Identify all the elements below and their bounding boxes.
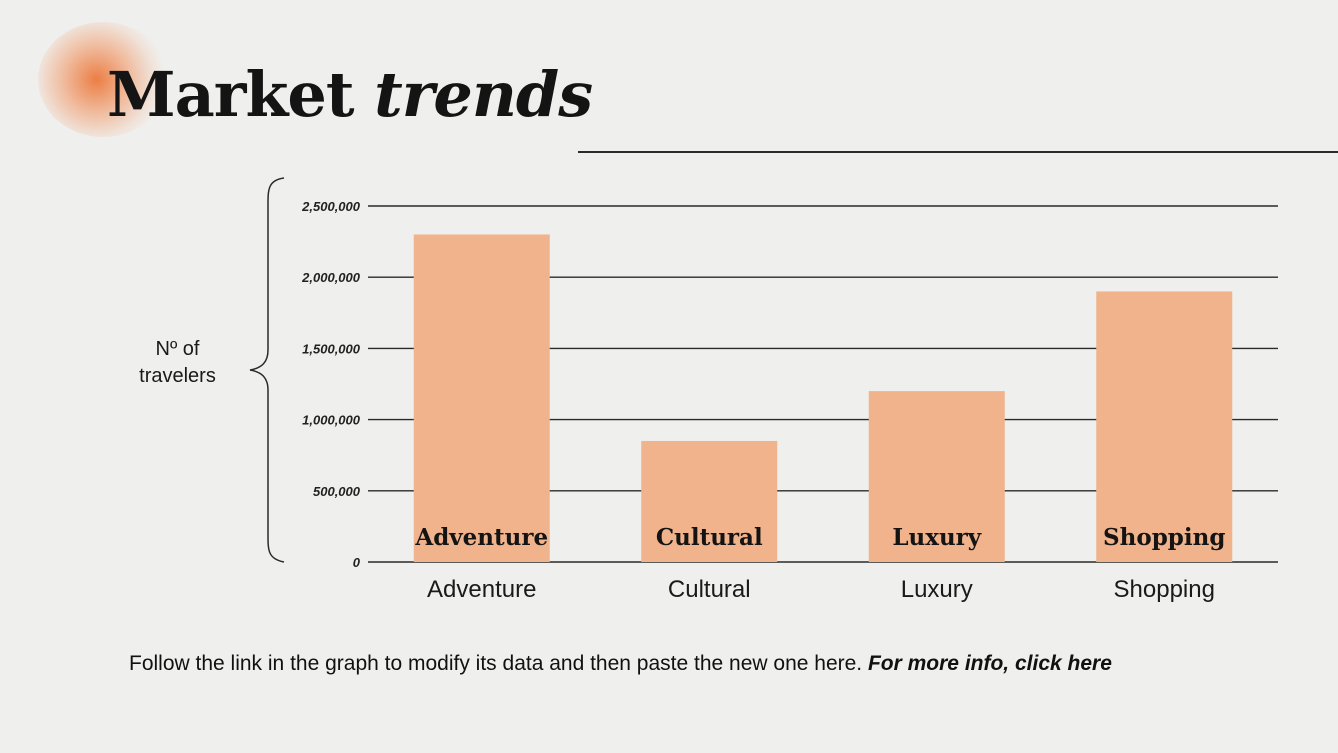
footer-text: Follow the link in the graph to modify i… [129,652,868,675]
x-tick-label: Luxury [901,576,973,603]
bar-adventure [413,234,550,563]
axis-brace [249,177,285,563]
x-tick-label: Adventure [427,576,536,603]
title-plain: Market [107,58,355,131]
bar-data-label: Cultural [656,524,763,551]
y-axis-label-line-1: Nº of [155,338,200,360]
x-tick-label: Cultural [668,576,751,603]
footer-note: Follow the link in the graph to modify i… [129,652,1279,676]
page-title: Market trends [107,64,593,126]
bar-shopping [1096,291,1233,562]
y-axis-label-line-2: travelers [139,365,216,387]
title-divider [578,151,1338,153]
bar-luxury [868,391,1005,562]
bar-cultural [641,440,778,562]
y-tick-label: 1,000,000 [302,413,361,428]
title-italic: trends [374,58,593,131]
y-tick-labels: 0 500,000 1,000,000 1,500,000 2,000,000 2,500… [301,199,361,570]
x-tick-labels: Adventure Cultural Luxury Shopping [427,576,1215,603]
y-tick-label: 500,000 [313,484,361,499]
bar-data-label: Luxury [892,524,981,551]
more-info-link[interactable]: For more info, click here [867,652,1112,675]
y-tick-label: 2,500,000 [301,199,361,214]
orange-glow-decoration [38,22,168,137]
bar-labels: Adventure Cultural Luxury Shopping [414,524,1225,551]
x-tick-label: Shopping [1114,576,1215,603]
y-tick-label: 2,000,000 [301,270,361,285]
y-axis-label: Nº of travelers [120,336,235,390]
y-tick-label: 1,500,000 [302,341,361,356]
bar-data-label: Adventure [414,524,548,551]
bar-data-label: Shopping [1103,524,1225,551]
y-tick-label: 0 [353,555,361,570]
bars [413,234,1233,563]
